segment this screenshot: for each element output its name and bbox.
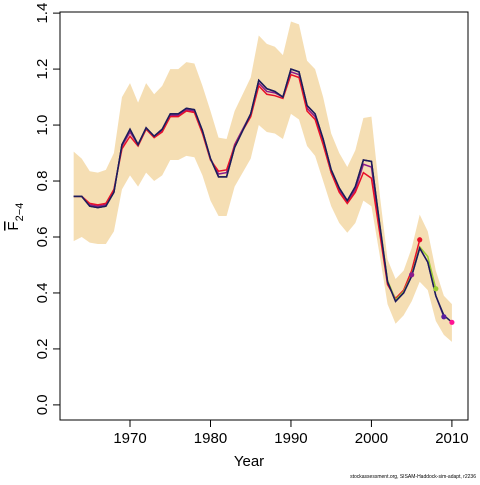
y-tick-label: 0.2 <box>34 338 51 359</box>
x-tick-label: 1990 <box>274 430 307 447</box>
x-tick-label: 1970 <box>113 430 146 447</box>
x-tick-label: 2010 <box>435 430 468 447</box>
y-tick-label: 0.6 <box>34 227 51 248</box>
y-axis-label: F <box>5 221 22 230</box>
y-tick-label: 1.2 <box>34 59 51 80</box>
series-end-point <box>417 237 423 243</box>
y-tick-label: 1.4 <box>34 3 51 24</box>
x-tick-label: 1980 <box>194 430 227 447</box>
series-line <box>73 68 453 323</box>
plot-frame <box>59 11 469 421</box>
series-end-point <box>449 319 455 325</box>
y-tick-label: 1.0 <box>34 115 51 136</box>
y-tick-label: 0.8 <box>34 171 51 192</box>
x-axis-label: Year <box>234 453 264 470</box>
y-axis-label-subscript: 2−4 <box>14 203 26 222</box>
series-end-point <box>441 314 447 320</box>
confidence-band <box>73 21 452 342</box>
y-tick-label: 0.4 <box>34 283 51 304</box>
footnote: stockassessment.org, SISAM-Haddock-sim-a… <box>350 474 476 480</box>
x-tick-label: 2000 <box>355 430 388 447</box>
series-end-point <box>433 286 439 292</box>
y-tick-label: 0.0 <box>34 394 51 415</box>
y-axis-label-group: F 2−4 <box>5 203 26 231</box>
series-end-point <box>409 272 415 278</box>
